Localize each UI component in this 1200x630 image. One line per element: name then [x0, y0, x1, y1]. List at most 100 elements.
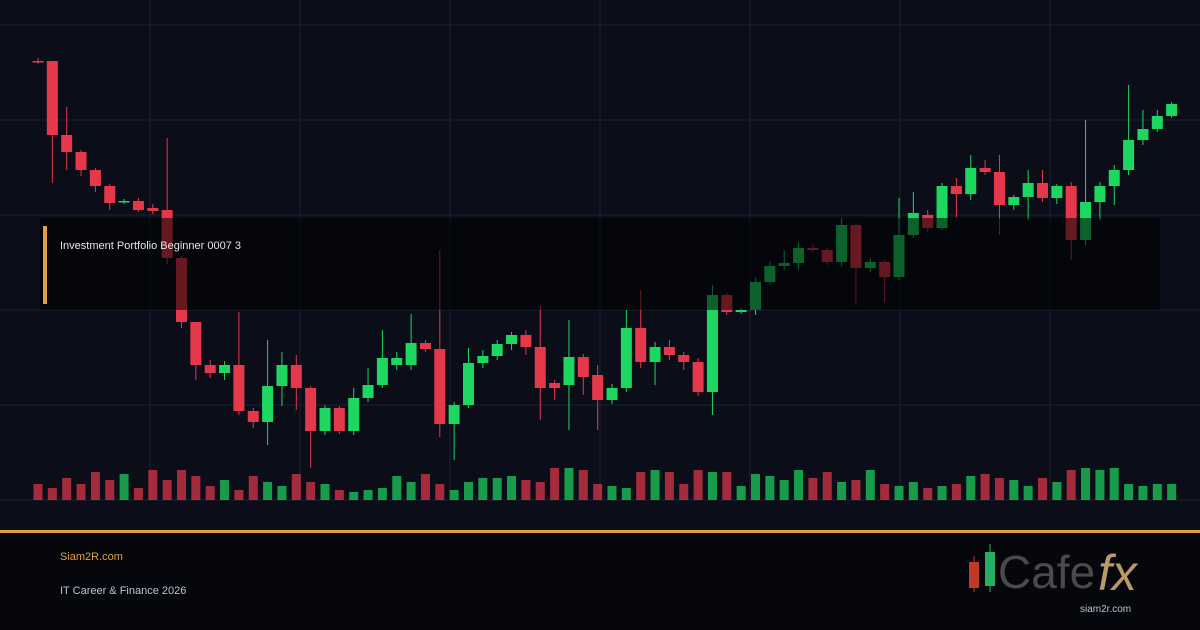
- candle-body: [1037, 183, 1048, 198]
- logo-accent: fx: [1098, 545, 1139, 601]
- candle-body: [993, 172, 1005, 205]
- candle-body: [147, 208, 159, 211]
- volume-bar: [406, 482, 416, 500]
- volume-bar: [578, 470, 588, 500]
- volume-bar: [1152, 484, 1162, 500]
- candle-body: [463, 363, 474, 405]
- volume-bar: [478, 478, 488, 500]
- candle-body: [577, 357, 589, 377]
- volume-bar: [449, 490, 459, 500]
- volume-bar: [191, 476, 201, 500]
- volume-bar: [951, 484, 961, 500]
- candle-body: [678, 355, 690, 362]
- candle-body: [262, 386, 274, 422]
- volume-bar: [535, 482, 545, 500]
- volume-bar: [779, 480, 789, 500]
- candle-body: [491, 344, 503, 356]
- volume-bar: [277, 486, 287, 500]
- volume-bar: [220, 480, 230, 500]
- candle-body: [692, 362, 704, 392]
- volume-bar: [105, 480, 115, 500]
- volume-bar: [966, 476, 976, 500]
- volume-bar: [607, 486, 617, 500]
- candle-body: [1051, 186, 1063, 198]
- volume-bar: [464, 482, 473, 500]
- candle-body: [89, 170, 101, 186]
- logo-icon: [985, 552, 995, 586]
- volume-bar: [1052, 482, 1062, 500]
- candle-body: [448, 405, 460, 424]
- volume-bar: [162, 480, 172, 500]
- overlay-box: [40, 218, 1160, 310]
- candle-body: [405, 343, 417, 365]
- candle-body: [276, 365, 288, 386]
- volume-bar: [994, 478, 1004, 500]
- volume-bar: [377, 488, 387, 500]
- volume-bar: [133, 488, 143, 500]
- candle-body: [1166, 104, 1178, 116]
- candle-body: [735, 310, 747, 312]
- footer-bg: [0, 533, 1200, 630]
- volume-bar: [90, 472, 100, 500]
- volume-bar: [923, 488, 933, 500]
- footer-tagline: IT Career & Finance 2026: [60, 585, 186, 597]
- volume-bar: [291, 474, 301, 500]
- candle-body: [1137, 129, 1149, 140]
- logo-url: siam2r.com: [1080, 604, 1131, 615]
- volume-bar: [521, 480, 531, 500]
- volume-bar: [1009, 480, 1019, 500]
- candle-body: [233, 365, 245, 411]
- volume-bar: [1109, 468, 1119, 500]
- volume-bar: [794, 470, 804, 500]
- volume-bar: [865, 470, 875, 500]
- candle-body: [46, 61, 58, 135]
- volume-bar: [851, 480, 861, 500]
- candle-body: [506, 335, 518, 344]
- candle-body: [419, 343, 431, 349]
- volume-bar: [363, 490, 373, 500]
- candle-body: [706, 295, 718, 392]
- candle-body: [118, 201, 130, 203]
- volume-bar: [507, 476, 517, 500]
- volume-bar: [593, 484, 603, 500]
- volume-bar: [392, 476, 402, 500]
- volume-bar: [263, 482, 273, 500]
- volume-bar: [248, 476, 258, 500]
- volume-bar: [880, 484, 890, 500]
- volume-bar: [1124, 484, 1134, 500]
- candle-body: [520, 335, 532, 347]
- candle-body: [247, 411, 259, 422]
- candle-body: [1094, 186, 1106, 202]
- volume-bar: [722, 472, 732, 500]
- candle-body: [348, 398, 360, 431]
- volume-bar: [148, 470, 158, 500]
- footer-site: Siam2R.com: [60, 551, 123, 563]
- candle-body: [950, 186, 962, 194]
- volume-bar: [33, 484, 43, 500]
- volume-bar: [550, 468, 560, 500]
- volume-bar: [751, 474, 760, 500]
- logo-word: Cafe: [998, 546, 1095, 598]
- candle-body: [663, 347, 675, 355]
- volume-bar: [420, 474, 430, 500]
- volume-bar: [320, 484, 330, 500]
- volume-bar: [693, 470, 703, 500]
- candle-body: [305, 388, 317, 431]
- candle-body: [219, 365, 231, 373]
- volume-bar: [1095, 470, 1105, 500]
- candle-body: [1108, 170, 1120, 186]
- candle-body: [1065, 186, 1077, 240]
- candle-body: [104, 186, 116, 203]
- volume-bar: [349, 492, 359, 500]
- candle-body: [376, 358, 388, 385]
- candle-body: [549, 383, 561, 388]
- candle-body: [477, 356, 489, 363]
- volume-bar: [822, 472, 832, 500]
- candle-body: [979, 168, 991, 172]
- candle-body: [1123, 140, 1135, 170]
- volume-bar: [564, 468, 574, 500]
- candle-body: [534, 347, 546, 388]
- candle-body: [132, 201, 144, 210]
- volume-bar: [76, 484, 86, 500]
